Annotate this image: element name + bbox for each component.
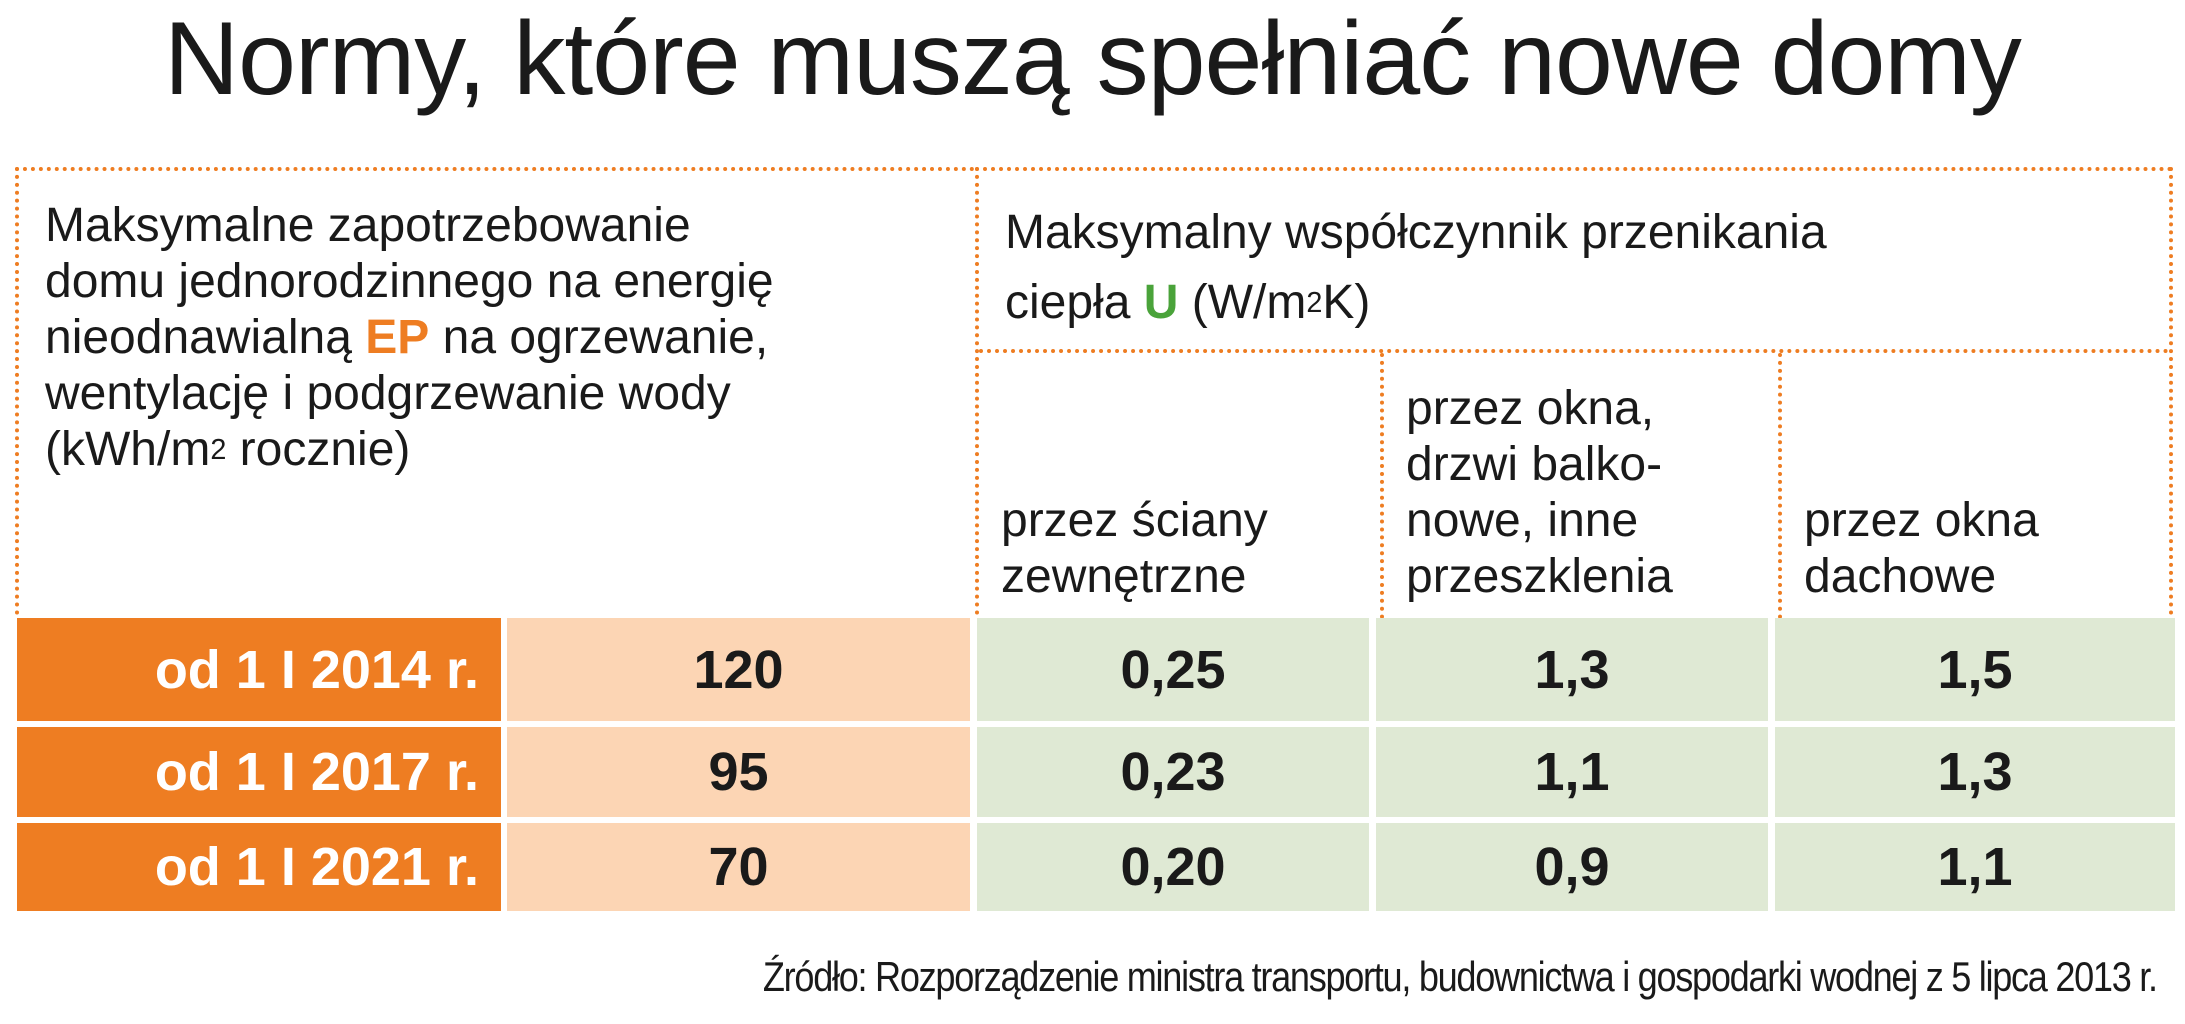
subheader-line: drzwi balko- xyxy=(1406,438,1663,491)
ep-value: 95 xyxy=(507,727,970,817)
u-header-cell: Maksymalny współczynnik przenikania ciep… xyxy=(975,167,2173,619)
subheader-roof-windows-label: przez okna dachowe xyxy=(1804,493,2039,605)
roof-windows-value: 1,1 xyxy=(1775,823,2175,911)
u-subheader-row: przez ściany zewnętrzne przez okna, drzw… xyxy=(979,349,2169,619)
walls-value: 0,25 xyxy=(977,618,1369,721)
table-row: od 1 I 2014 r. 120 0,25 1,3 1,5 xyxy=(17,618,2175,721)
u-header-line: ciepła U (W/m2K) xyxy=(1005,268,2145,338)
walls-value: 0,23 xyxy=(977,727,1369,817)
u-unit-fragment: K) xyxy=(1322,276,1371,329)
source-note: Źródło: Rozporządzenie ministra transpor… xyxy=(763,953,2158,1000)
u-unit-fragment: (W/m xyxy=(1178,276,1307,329)
windows-value: 1,1 xyxy=(1376,727,1768,817)
page-title: Normy, które muszą spełniać nowe domy xyxy=(164,1,2022,117)
roof-windows-value: 1,3 xyxy=(1775,727,2175,817)
row-date: od 1 I 2014 r. xyxy=(17,618,501,721)
ep-value: 120 xyxy=(507,618,970,721)
subheader-walls: przez ściany zewnętrzne xyxy=(979,353,1384,619)
walls-value: 0,20 xyxy=(977,823,1369,911)
subheader-line: przeszklenia xyxy=(1406,550,1673,603)
ep-header-line: Maksymalne zapotrzebowanie xyxy=(45,199,691,252)
subheader-windows: przez okna, drzwi balko- nowe, inne prze… xyxy=(1380,353,1780,619)
subheader-line: przez okna, xyxy=(1406,382,1655,435)
ep-value: 70 xyxy=(507,823,970,911)
subheader-line: przez okna xyxy=(1804,494,2039,547)
ep-header-line: wentylację i podgrzewanie wody xyxy=(45,367,731,420)
row-date: od 1 I 2021 r. xyxy=(17,823,501,911)
ep-header-line: domu jednorodzinnego na energię xyxy=(45,255,774,308)
subheader-line: nowe, inne xyxy=(1406,494,1639,547)
ep-header-fragment: nieodnawialną xyxy=(45,311,366,364)
roof-windows-value: 1,5 xyxy=(1775,618,2175,721)
u-header-line: Maksymalny współczynnik przenikania xyxy=(1005,206,1827,259)
subheader-line: przez ściany xyxy=(1001,494,1268,547)
row-date: od 1 I 2017 r. xyxy=(17,727,501,817)
ep-header-cell: Maksymalne zapotrzebowanie domu jednorod… xyxy=(15,167,975,615)
windows-value: 1,3 xyxy=(1376,618,1768,721)
ep-header-text: Maksymalne zapotrzebowanie domu jednorod… xyxy=(45,198,965,478)
subheader-windows-label: przez okna, drzwi balko- nowe, inne prze… xyxy=(1406,381,1673,605)
u-symbol: U xyxy=(1143,276,1179,329)
ep-header-line: nieodnawialną EP na ogrzewanie, xyxy=(45,310,965,366)
subheader-line: zewnętrzne xyxy=(1001,550,1247,603)
windows-value: 0,9 xyxy=(1376,823,1768,911)
subheader-walls-label: przez ściany zewnętrzne xyxy=(1001,493,1268,605)
ep-unit: (kWh/m2 rocznie) xyxy=(45,422,965,478)
u-unit-superscript: 2 xyxy=(1306,287,1323,320)
ep-unit-superscript: 2 xyxy=(210,434,227,467)
subheader-roof-windows: przez okna dachowe xyxy=(1778,353,2169,619)
table-row: od 1 I 2021 r. 70 0,20 0,9 1,1 xyxy=(17,823,2175,911)
u-header-fragment: ciepła xyxy=(1005,276,1144,329)
subheader-line: dachowe xyxy=(1804,550,1997,603)
ep-unit-fragment: rocznie) xyxy=(226,423,411,476)
u-header-text: Maksymalny współczynnik przenikania ciep… xyxy=(1005,198,2145,338)
ep-header-fragment: na ogrzewanie, xyxy=(429,311,769,364)
ep-symbol: EP xyxy=(365,311,430,364)
table-row: od 1 I 2017 r. 95 0,23 1,1 1,3 xyxy=(17,727,2175,817)
ep-unit-fragment: (kWh/m xyxy=(45,423,211,476)
